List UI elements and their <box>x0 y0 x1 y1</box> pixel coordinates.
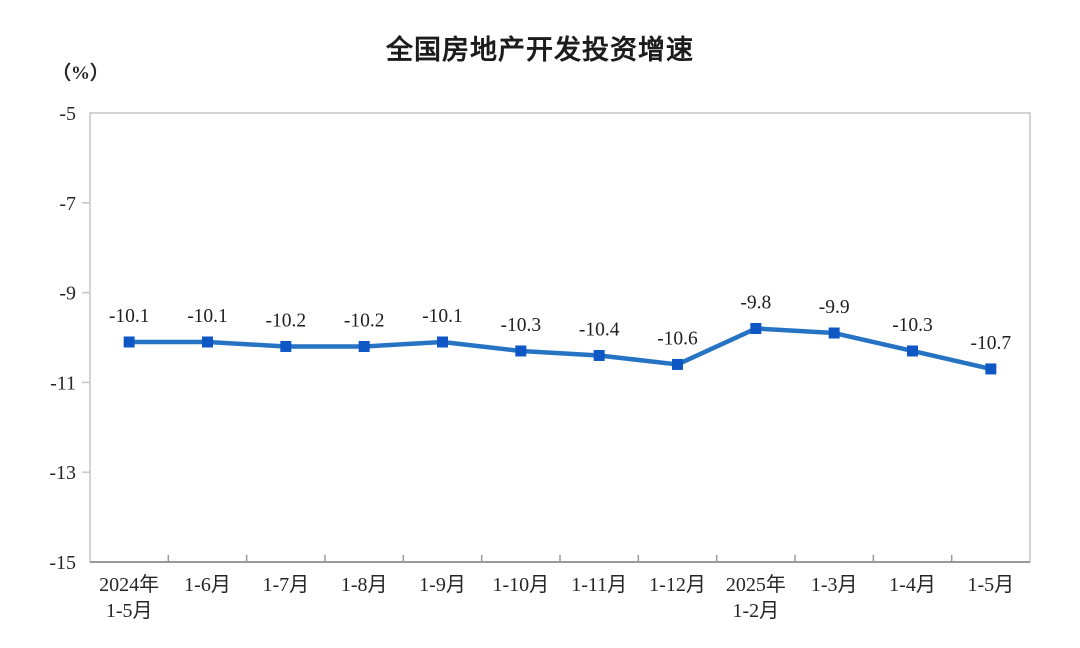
trend-line <box>126 326 994 372</box>
x-tick-label: 1-3月 <box>811 574 858 596</box>
y-tick-label: -9 <box>59 283 76 305</box>
x-tick-label: 1-7月 <box>262 574 309 596</box>
data-point-label: -10.1 <box>422 306 463 327</box>
data-point-label: -10.2 <box>344 310 385 331</box>
data-point-label: -10.7 <box>971 333 1012 354</box>
data-point-label: -10.6 <box>657 328 698 349</box>
data-point-label: -9.9 <box>819 297 850 318</box>
data-point-label: -10.1 <box>187 306 228 327</box>
x-tick-label: 1-12月 <box>649 574 706 596</box>
data-point-label: -10.1 <box>109 306 150 327</box>
data-point-marker <box>437 336 448 348</box>
data-point-marker <box>123 336 135 348</box>
x-tick-label: 1-11月 <box>571 574 627 596</box>
data-point-marker <box>672 358 683 370</box>
data-point-marker <box>985 363 997 375</box>
data-point-marker <box>828 327 840 339</box>
data-point-marker <box>358 340 370 352</box>
y-tick-label: -15 <box>49 552 76 574</box>
data-point-label: -10.3 <box>892 315 933 336</box>
x-tick-label: 1-8月 <box>341 574 388 596</box>
y-tick-label: -7 <box>59 193 76 215</box>
plot-border <box>89 112 1031 563</box>
data-point-marker <box>593 349 605 361</box>
data-point-label: -10.4 <box>579 319 620 340</box>
x-tick-label: 1-6月 <box>184 574 231 596</box>
data-point-marker <box>750 323 762 335</box>
x-tick-label: 1-9月 <box>419 574 466 596</box>
y-tick-label: -5 <box>59 103 76 125</box>
data-point-label: -10.3 <box>501 315 542 336</box>
x-tick-label: 1-10月 <box>492 574 549 596</box>
data-point-label: -10.2 <box>266 310 307 331</box>
chart-title: 全国房地产开发投资增速 <box>386 35 694 65</box>
data-point-marker <box>907 345 918 357</box>
y-axis-unit-label: （%） <box>52 63 110 84</box>
x-tick-label: 1-4月 <box>889 574 936 596</box>
x-tick-label: 2025年 1-2月 <box>726 573 786 622</box>
data-point-marker <box>280 340 292 352</box>
x-tick-label: 2024年 1-5月 <box>99 573 159 622</box>
x-tick-label: 1-5月 <box>967 574 1014 596</box>
data-point-marker <box>515 345 527 357</box>
data-point-marker <box>202 336 213 348</box>
y-tick-label: -11 <box>50 372 76 394</box>
data-point-label: -9.8 <box>740 293 771 314</box>
y-tick-label: -13 <box>49 462 76 484</box>
